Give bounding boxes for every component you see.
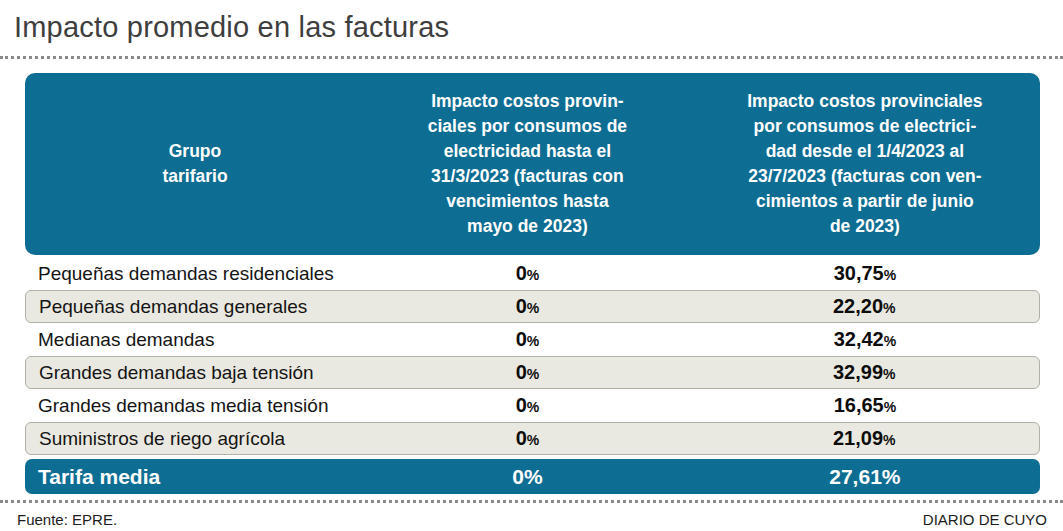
table-row: Suministros de riego agrícola 0% 21,09% [25, 422, 1040, 455]
table-row: Grandes demandas baja tensión 0% 32,99% [25, 356, 1040, 389]
page-title: Impacto promedio en las facturas [14, 6, 1063, 48]
value-number: 0 [516, 361, 527, 383]
top-dotted-divider [0, 56, 1063, 59]
row-label: Suministros de riego agrícola [26, 428, 365, 450]
row-value-col2: 0% [365, 427, 689, 450]
row-value-col2: 0% [365, 262, 690, 285]
value-number: 30,75 [834, 262, 884, 284]
row-value-col3: 22,20% [690, 295, 1039, 318]
percent-sign: % [524, 465, 543, 488]
infographic-canvas: Impacto promedio en las facturas Grupo t… [0, 0, 1063, 531]
row-label: Pequeñas demandas generales [26, 296, 365, 318]
value-number: 0 [512, 465, 524, 488]
row-value-col2: 0% [365, 328, 690, 351]
percent-sign: % [527, 333, 539, 349]
footer: Fuente: EPRE. DIARIO DE CUYO [0, 503, 1063, 528]
value-number: 27,61 [829, 465, 882, 488]
percent-sign: % [883, 432, 895, 448]
row-label: Pequeñas demandas residenciales [25, 263, 365, 285]
table-row: Grandes demandas media tensión 0% 16,65% [25, 389, 1040, 422]
tariff-impact-table: Grupo tarifario Impacto costos provin- c… [25, 73, 1040, 494]
table-body: Pequeñas demandas residenciales 0% 30,75… [25, 257, 1040, 455]
total-row-label: Tarifa media [25, 465, 365, 489]
table-row: Pequeñas demandas generales 0% 22,20% [25, 290, 1040, 323]
row-value-col2: 0% [365, 361, 689, 384]
row-value-col3: 32,42% [690, 328, 1040, 351]
table-row: Medianas demandas 0% 32,42% [25, 323, 1040, 356]
source-credit: Fuente: EPRE. [17, 511, 117, 528]
percent-sign: % [527, 399, 539, 415]
total-value-col3: 27,61% [690, 465, 1040, 489]
table-row: Pequeñas demandas residenciales 0% 30,75… [25, 257, 1040, 290]
header-impacto-hasta-31-3-2023: Impacto costos provin- ciales por consum… [365, 73, 690, 255]
total-value-col2: 0% [365, 465, 690, 489]
value-number: 32,42 [834, 328, 884, 350]
value-number: 0 [516, 262, 527, 284]
header-impacto-desde-1-4-2023: Impacto costos provinciales por consumos… [690, 73, 1040, 255]
percent-sign: % [884, 267, 896, 283]
percent-sign: % [527, 300, 539, 316]
percent-sign: % [884, 333, 896, 349]
percent-sign: % [527, 267, 539, 283]
row-value-col3: 32,99% [690, 361, 1039, 384]
row-value-col2: 0% [365, 394, 690, 417]
percent-sign: % [883, 366, 895, 382]
value-number: 0 [516, 427, 527, 449]
row-value-col3: 16,65% [690, 394, 1040, 417]
value-number: 0 [516, 394, 527, 416]
header-grupo-tarifario: Grupo tarifario [25, 73, 365, 255]
table-header-row: Grupo tarifario Impacto costos provin- c… [25, 73, 1040, 255]
value-number: 16,65 [834, 394, 884, 416]
percent-sign: % [527, 366, 539, 382]
percent-sign: % [883, 300, 895, 316]
percent-sign: % [884, 399, 896, 415]
row-value-col3: 30,75% [690, 262, 1040, 285]
publication-credit: DIARIO DE CUYO [923, 511, 1047, 528]
row-label: Medianas demandas [25, 329, 365, 351]
row-label: Grandes demandas baja tensión [26, 362, 365, 384]
value-number: 0 [516, 328, 527, 350]
value-number: 21,09 [833, 427, 883, 449]
row-label: Grandes demandas media tensión [25, 395, 365, 417]
value-number: 0 [516, 295, 527, 317]
value-number: 32,99 [833, 361, 883, 383]
percent-sign: % [527, 432, 539, 448]
row-value-col2: 0% [365, 295, 689, 318]
row-value-col3: 21,09% [690, 427, 1039, 450]
percent-sign: % [882, 465, 901, 488]
value-number: 22,20 [833, 295, 883, 317]
total-row-tarifa-media: Tarifa media 0% 27,61% [25, 459, 1040, 494]
